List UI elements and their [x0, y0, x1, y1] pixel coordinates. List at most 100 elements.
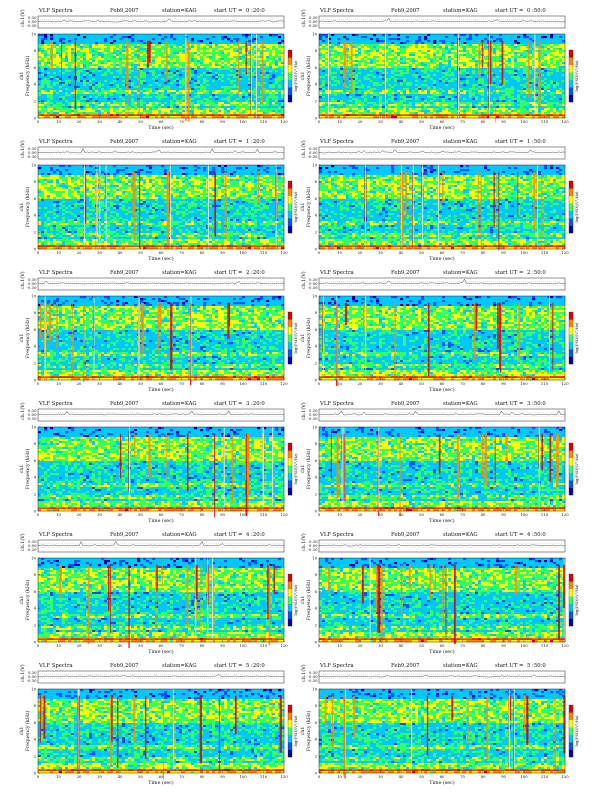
spectrogram-cell	[272, 44, 276, 47]
spectrogram-cell	[248, 82, 252, 85]
spectrogram-cell	[328, 60, 332, 63]
spectrogram-cell	[334, 70, 338, 73]
spectrogram-cell	[526, 60, 530, 63]
spectrogram-cell	[532, 58, 536, 61]
spectrogram-cell	[101, 64, 105, 67]
spectrogram-cell	[68, 86, 72, 89]
spectrogram-cell	[340, 44, 344, 47]
spectrogram-cell	[502, 68, 506, 71]
spectrogram-cell	[218, 84, 222, 87]
spectrogram-cell	[110, 94, 114, 97]
spectrogram-cell	[56, 58, 60, 61]
spectrogram-cell	[281, 110, 285, 113]
spectrogram-cell	[161, 64, 165, 67]
spectrogram-cell	[424, 60, 428, 63]
spectrogram-cell	[41, 42, 45, 45]
spectrogram-cell	[149, 74, 153, 77]
spectrogram-cell	[182, 50, 186, 53]
spectrogram-cell	[322, 70, 326, 73]
spectrogram-cell	[215, 82, 219, 85]
spectrogram-cell	[364, 90, 368, 93]
spectrogram-cell	[403, 62, 407, 65]
spectrogram-cell	[77, 82, 81, 85]
spectrogram-cell	[143, 34, 147, 37]
spectrogram-cell	[71, 72, 75, 75]
spectrogram-cell	[95, 96, 99, 99]
spectrogram-cell	[98, 108, 102, 111]
spectrogram-cell	[263, 100, 267, 103]
spectrogram-cell	[236, 48, 240, 51]
spectrogram-cell	[119, 72, 123, 75]
spectrogram-cell	[367, 36, 371, 39]
spectrogram-cell	[379, 64, 383, 67]
spectrogram-cell	[110, 112, 114, 115]
spectrogram-cell	[412, 88, 416, 91]
spectrogram-cell	[38, 44, 42, 47]
spectrogram-cell	[38, 72, 42, 75]
spectrogram-cell	[221, 112, 225, 115]
spectrogram-cell	[547, 78, 551, 81]
spectrogram-cell	[523, 40, 527, 43]
spectrogram-cell	[445, 60, 449, 63]
spectrogram-cell	[221, 60, 225, 63]
spectrogram-cell	[176, 102, 180, 105]
spectrogram-cell	[263, 108, 267, 111]
spectrogram-cell	[131, 50, 135, 53]
spectrogram-cell	[86, 48, 90, 51]
spectrogram-cell	[553, 38, 557, 41]
spectrogram-cell	[50, 110, 54, 113]
spectrogram-cell	[412, 84, 416, 87]
spectrogram-cell	[131, 62, 135, 65]
spectrogram-cell	[149, 116, 153, 119]
spectrogram-cell	[319, 72, 323, 75]
spectrogram-cell	[337, 48, 341, 51]
spectrogram-cell	[511, 42, 515, 45]
spectrogram-cell	[110, 58, 114, 61]
spectrogram-cell	[508, 66, 512, 69]
spectrogram-cell	[379, 34, 383, 37]
spectrogram-cell	[170, 92, 174, 95]
spectrogram-cell	[412, 74, 416, 77]
spectrogram-cell	[514, 38, 518, 41]
spectrogram-cell	[424, 44, 428, 47]
spectrogram-cell	[215, 90, 219, 93]
spectrogram-cell	[502, 60, 506, 63]
spectrogram-cell	[113, 78, 117, 81]
spectrogram-cell	[484, 60, 488, 63]
spectrogram-cell	[412, 78, 416, 81]
spectrogram-cell	[526, 44, 530, 47]
spectrogram-cell	[409, 44, 413, 47]
spectrogram-cell	[562, 56, 566, 59]
spectrogram-cell	[547, 36, 551, 39]
spectrogram-cell	[53, 64, 57, 67]
spectrogram-cell	[466, 44, 470, 47]
spectrogram-cell	[194, 52, 198, 55]
spectrogram-cell	[68, 100, 72, 103]
spectrogram-cell	[239, 78, 243, 81]
spectrogram-cell	[251, 96, 255, 99]
spectrogram-cell	[385, 44, 389, 47]
spectrogram-cell	[110, 96, 114, 99]
spectrogram-cell	[236, 102, 240, 105]
y-axis-label-channel: ch1	[19, 72, 25, 81]
spectrogram-cell	[146, 70, 150, 73]
spectrogram-cell	[98, 54, 102, 57]
spectrogram-cell	[535, 44, 539, 47]
spectrogram-cell	[83, 108, 87, 111]
spectrogram-cell	[107, 42, 111, 45]
spectrogram-cell	[149, 108, 153, 111]
spectrogram-cell	[355, 68, 359, 71]
spectrogram-cell	[218, 86, 222, 89]
spectrogram-cell	[346, 86, 350, 89]
spectrogram-cell	[511, 48, 515, 51]
spectrogram-cell	[221, 48, 225, 51]
spectrogram-cell	[212, 108, 216, 111]
spectrogram-cell	[209, 68, 213, 71]
spectrogram-cell	[370, 72, 374, 75]
spectrogram-cell	[442, 50, 446, 53]
spectrogram-cell	[149, 82, 153, 85]
spectrogram-cell	[439, 56, 443, 59]
spectrogram-cell	[370, 50, 374, 53]
spectrogram-cell	[364, 76, 368, 79]
spectrogram-cell	[251, 46, 255, 49]
